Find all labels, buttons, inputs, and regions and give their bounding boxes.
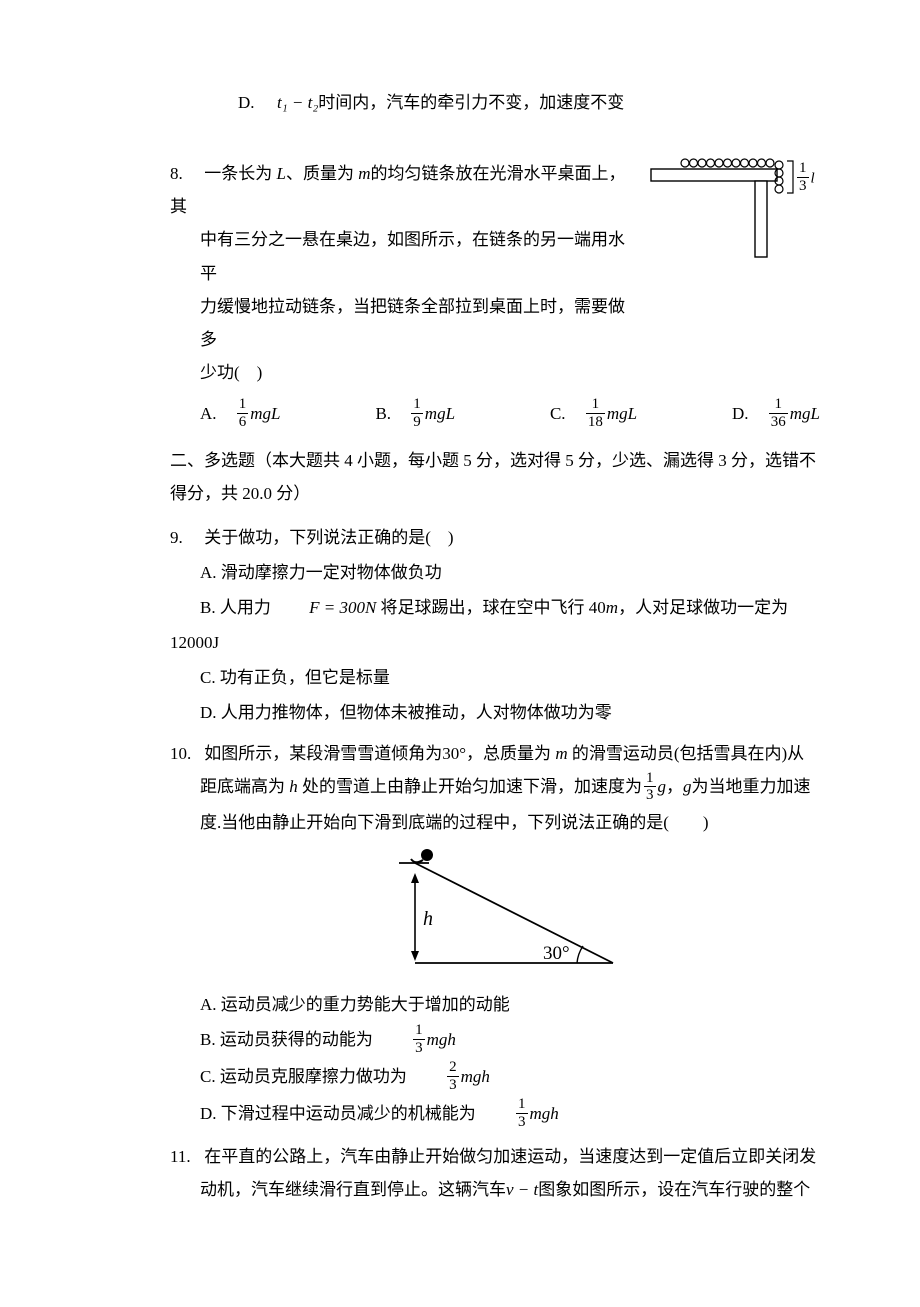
option-text: 时间内，汽车的牵引力不变，加速度不变	[318, 93, 624, 112]
q9-ans-c: C. 功有正负，但它是标量	[200, 661, 820, 694]
q11-line1: 在平直的公路上，汽车由静止开始做匀加速运动，当速度达到一定值后立即关闭发	[204, 1147, 816, 1166]
q10-answers: A. 运动员减少的重力势能大于增加的动能 B. 运动员获得的动能为 13mgh …	[170, 988, 820, 1132]
q9-stem: 关于做功，下列说法正确的是( )	[204, 528, 453, 547]
q8: 13l 8. 一条长为 L、质量为 m的均匀链条放在光滑水平桌面上，其 中有三分…	[170, 157, 820, 432]
q11: 11. 在平直的公路上，汽车由静止开始做匀加速运动，当速度达到一定值后立即关闭发…	[170, 1140, 820, 1206]
q10: 10. 如图所示，某段滑雪雪道倾角为30°，总质量为 m 的滑雪运动员(包括雪具…	[170, 737, 820, 1132]
slope-diagram: h 30°	[365, 845, 625, 975]
section-line1: 二、多选题（本大题共 4 小题，每小题 5 分，选对得 5 分，少选、漏选得 3…	[170, 444, 820, 477]
q10-figure: h 30°	[170, 845, 820, 986]
q9-ans-b-line2: 12000J	[170, 626, 820, 659]
q10-ans-d: D. 下滑过程中运动员减少的机械能为 13mgh	[200, 1097, 820, 1132]
h-label: h	[423, 908, 433, 930]
q9-number: 9.	[170, 521, 194, 554]
q8-line4: 少功( )	[170, 356, 820, 389]
q8-opt-b: B. 19mgL	[375, 397, 455, 432]
section-line2: 得分，共 20.0 分）	[170, 477, 820, 510]
q7-option-d: D. t₁ − t₂时间内，汽车的牵引力不变，加速度不变	[170, 86, 820, 119]
q9-ans-d: D. 人用力推物体，但物体未被推动，人对物体做功为零	[200, 696, 820, 729]
q8-text: 一条长为 L、质量为 m的均匀链条放在光滑水平桌面上，其	[170, 164, 626, 216]
q8-opt-c: C. 118mgL	[550, 397, 637, 432]
q10-ans-b: B. 运动员获得的动能为 13mgh	[200, 1023, 820, 1058]
q10-line2: 距底端高为 h 处的雪道上由静止开始匀加速下滑，加速度为13g，g为当地重力加速	[170, 770, 820, 805]
q10-line1: 如图所示，某段滑雪雪道倾角为30°，总质量为 m 的滑雪运动员(包括雪具在内)从	[204, 744, 804, 763]
exam-page: D. t₁ − t₂时间内，汽车的牵引力不变，加速度不变	[0, 0, 920, 1307]
angle-label: 30°	[543, 943, 570, 964]
q10-number: 10.	[170, 737, 194, 770]
q8-number: 8.	[170, 157, 194, 190]
q11-line2: 动机，汽车继续滑行直到停止。这辆汽车v − t图象如图所示，设在汽车行驶的整个	[170, 1173, 820, 1206]
section-ii-header: 二、多选题（本大题共 4 小题，每小题 5 分，选对得 5 分，少选、漏选得 3…	[170, 444, 820, 510]
q9-ans-b: B. 人用力 F = 300N 将足球踢出，球在空中飞行 40m，人对足球做功一…	[200, 591, 820, 624]
bracket-label: 13l	[795, 162, 819, 196]
q8-line3: 力缓慢地拉动链条，当把链条全部拉到桌面上时，需要做多	[170, 290, 820, 356]
chain-table-diagram	[645, 157, 820, 262]
q8-opt-d: D. 136mgL	[732, 397, 820, 432]
q9-answers: A. 滑动摩擦力一定对物体做负功 B. 人用力 F = 300N 将足球踢出，球…	[170, 556, 820, 730]
q10-ans-c: C. 运动员克服摩擦力做功为 23mgh	[200, 1060, 820, 1095]
q8-opt-a: A. 16mgL	[200, 397, 281, 432]
option-label: D.	[238, 93, 255, 112]
q8-options: A. 16mgL B. 19mgL C. 118mgL D. 136mgL	[170, 397, 820, 432]
q9-ans-a: A. 滑动摩擦力一定对物体做负功	[200, 556, 820, 589]
q9: 9. 关于做功，下列说法正确的是( ) A. 滑动摩擦力一定对物体做负功 B. …	[170, 521, 820, 730]
q10-line3: 度.当他由静止开始向下滑到底端的过程中，下列说法正确的是( )	[170, 806, 820, 839]
q8-figure: 13l	[645, 157, 820, 296]
time-range: t₁ − t₂	[277, 93, 318, 112]
q10-ans-a: A. 运动员减少的重力势能大于增加的动能	[200, 988, 820, 1021]
q11-number: 11.	[170, 1140, 194, 1173]
